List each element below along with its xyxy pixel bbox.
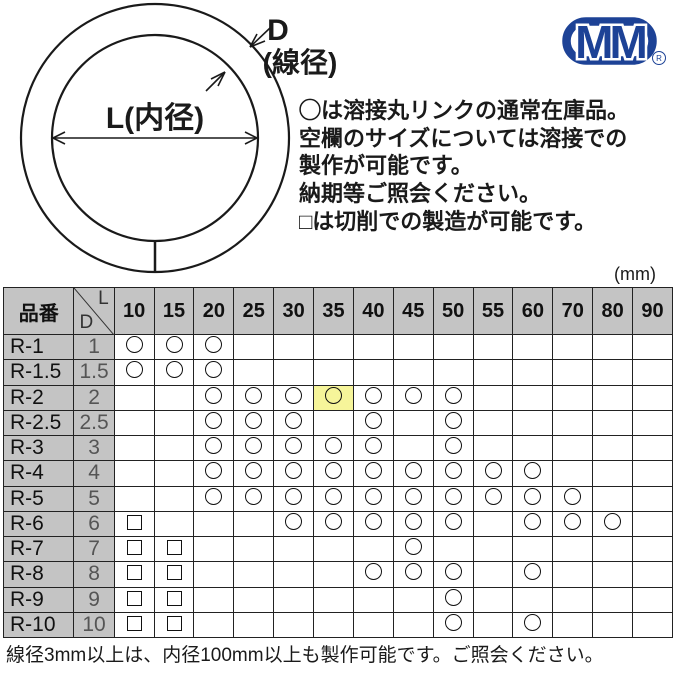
svg-text:R: R bbox=[656, 54, 662, 63]
svg-text:MM: MM bbox=[575, 16, 645, 68]
svg-text:L(内径): L(内径) bbox=[106, 102, 204, 135]
svg-text:(線径): (線径) bbox=[263, 46, 338, 78]
svg-text:D: D bbox=[267, 14, 289, 47]
